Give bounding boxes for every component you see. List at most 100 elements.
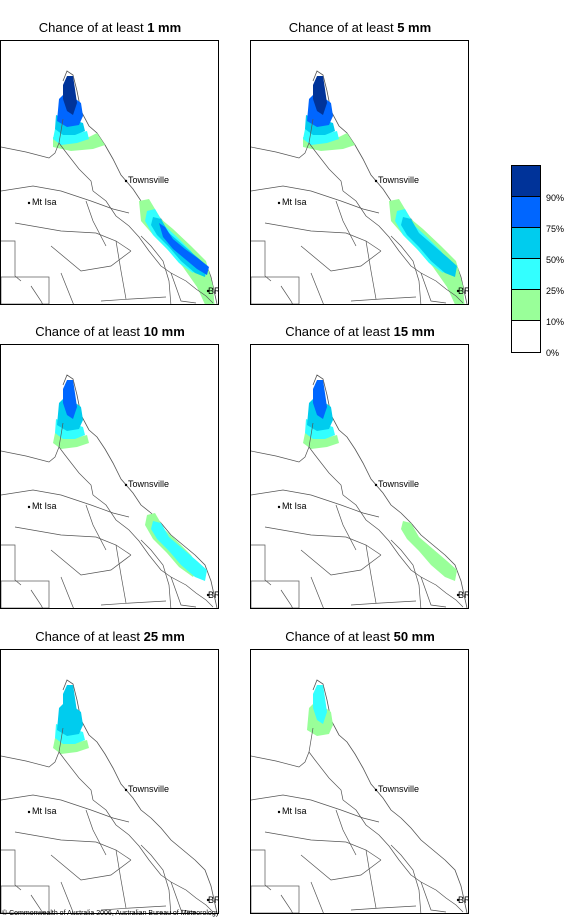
townsville-marker (374, 179, 378, 183)
district-boundary (30, 894, 43, 913)
panel-title-amount: 50 mm (393, 629, 435, 644)
probability-area (63, 685, 77, 724)
district-boundary (251, 544, 272, 586)
district-boundary (420, 576, 447, 608)
district-boundary (251, 185, 380, 214)
district-boundary (251, 794, 380, 823)
place-label-mt-isa: Mt Isa (32, 806, 57, 816)
place-label-brisbane: BRIS (458, 286, 468, 296)
place-label-townsville: Townsville (128, 175, 170, 185)
townsville-marker (124, 788, 128, 792)
district-boundary (1, 727, 64, 768)
district-boundary (30, 589, 43, 608)
district-boundary (335, 200, 357, 247)
probability-area (159, 223, 209, 275)
place-label-townsville: Townsville (378, 479, 420, 489)
map: Townsville Mt Isa BRIS (250, 344, 469, 609)
district-boundary (342, 190, 464, 304)
district-boundary (115, 849, 127, 909)
legend-label: 0% (546, 348, 560, 358)
probability-area (313, 76, 327, 115)
district-boundary (342, 494, 464, 608)
probability-area (63, 76, 77, 115)
district-boundary (264, 526, 382, 556)
district-boundary (140, 844, 172, 913)
probability-area (313, 685, 327, 724)
panel-title-amount: 5 mm (397, 20, 432, 35)
panel-title-prefix: Chance of at least (35, 629, 140, 644)
inset-box (1, 885, 50, 913)
map-svg (1, 70, 218, 304)
district-boundary (14, 222, 132, 252)
district-boundary (300, 549, 382, 576)
legend-label: 10% (546, 317, 565, 327)
place-label-townsville: Townsville (378, 784, 420, 794)
map: Townsville Mt Isa BRIS (0, 344, 219, 609)
district-boundary (1, 118, 64, 159)
district-boundary (300, 854, 382, 881)
place-label-townsville: Townsville (378, 175, 420, 185)
legend-label: 50% (546, 255, 565, 265)
brisbane-marker (206, 289, 210, 293)
district-boundary (30, 285, 43, 304)
panel-title-amount: 25 mm (143, 629, 185, 644)
district-boundary (310, 272, 324, 304)
district-boundary (251, 489, 380, 518)
district-boundary (58, 751, 94, 801)
district-boundary (390, 844, 422, 913)
district-boundary (350, 296, 417, 302)
district-boundary (365, 544, 377, 604)
legend-swatch-10 (511, 289, 541, 321)
coastline (62, 374, 218, 608)
district-boundary (420, 272, 447, 304)
copyright-footer: © Commonwealth of Australia 2006, Austra… (2, 910, 220, 917)
mt-isa-marker (27, 201, 31, 205)
townsville-marker (124, 483, 128, 487)
townsville-marker (374, 483, 378, 487)
legend-swatch-25 (511, 258, 541, 290)
district-boundary (280, 589, 293, 608)
district-boundary (115, 544, 127, 604)
district-boundary (115, 240, 127, 300)
district-boundary (350, 600, 417, 606)
panel-title: Chance of at least 50 mm (250, 629, 470, 644)
panel-title: Chance of at least 5 mm (250, 20, 470, 35)
panel-title: Chance of at least 25 mm (0, 629, 220, 644)
district-boundary (170, 881, 197, 913)
district-boundary (264, 831, 382, 861)
district-boundary (390, 539, 422, 608)
district-boundary (264, 222, 382, 252)
district-boundary (170, 576, 197, 608)
district-boundary (308, 751, 344, 801)
legend-label: 25% (546, 286, 565, 296)
mt-isa-marker (277, 505, 281, 509)
map-svg (1, 679, 218, 913)
brisbane-marker (456, 593, 460, 597)
district-boundary (280, 894, 293, 913)
district-boundary (365, 240, 377, 300)
district-boundary (1, 794, 130, 823)
district-boundary (280, 285, 293, 304)
mt-isa-marker (27, 810, 31, 814)
panel-title-amount: 1 mm (147, 20, 182, 35)
place-label-mt-isa: Mt Isa (32, 501, 57, 511)
district-boundary (85, 809, 107, 856)
panel-title-prefix: Chance of at least (288, 20, 394, 35)
district-boundary (308, 142, 344, 192)
coastline (312, 679, 468, 913)
district-boundary (251, 240, 272, 282)
district-boundary (350, 905, 417, 911)
district-boundary (85, 200, 107, 247)
district-boundary (100, 905, 167, 911)
panel-title-amount: 10 mm (143, 324, 185, 339)
district-boundary (335, 504, 357, 551)
map: Townsville Mt Isa BRIS (0, 40, 219, 305)
district-boundary (58, 142, 94, 192)
probability-area (151, 521, 207, 581)
map-svg (251, 70, 468, 304)
panel-title-amount: 15 mm (393, 324, 435, 339)
panel-title-prefix: Chance of at least (285, 324, 390, 339)
district-boundary (50, 245, 132, 272)
district-boundary (308, 446, 344, 496)
place-label-brisbane: BRIS (458, 895, 468, 905)
